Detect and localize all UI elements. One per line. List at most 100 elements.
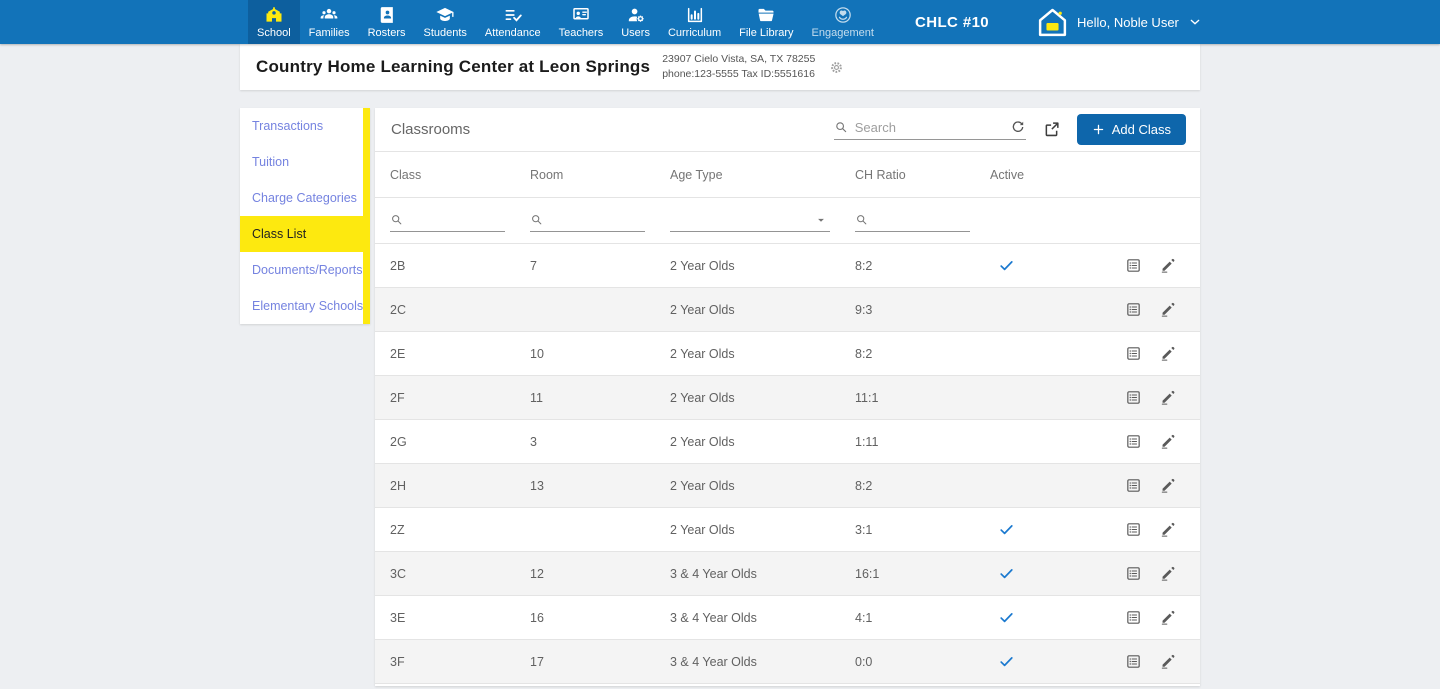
row-details-button[interactable] [1120,253,1146,279]
nav-item-families[interactable]: Families [300,0,359,44]
column-header-class[interactable]: Class [390,167,422,182]
cell-ch-ratio: 8:2 [855,478,873,493]
cell-class: 2G [390,434,407,449]
row-edit-button[interactable] [1154,561,1180,587]
column-header-age-type[interactable]: Age Type [670,167,723,182]
refresh-icon[interactable] [1010,119,1026,135]
sidebar-item-transactions[interactable]: Transactions [252,119,324,133]
column-header-active[interactable]: Active [990,167,1025,182]
row-edit-button[interactable] [1154,605,1180,631]
school-code-label: CHLC #10 [915,13,990,31]
row-edit-button[interactable] [1154,473,1180,499]
age-type-filter-dropdown[interactable] [670,210,830,232]
row-details-button[interactable] [1120,385,1146,411]
cell-active [990,653,1120,670]
search-icon [834,120,848,134]
active-check-icon [998,257,1015,274]
cell-age-type: 3 & 4 Year Olds [670,566,757,581]
cell-age-type: 2 Year Olds [670,258,735,273]
row-edit-button[interactable] [1154,649,1180,675]
add-class-button[interactable]: Add Class [1076,114,1186,145]
cell-ch-ratio: 11:1 [855,390,879,405]
row-edit-button[interactable] [1154,297,1180,323]
table-row: 3C 12 3 & 4 Year Olds 16:1 [375,552,1200,596]
cell-ch-ratio: 3:1 [855,522,873,537]
edit-pencil-icon [1159,653,1176,670]
search-box [833,119,1026,140]
rosters-icon [377,5,397,25]
caret-down-icon [814,213,828,227]
school-settings-gear-icon[interactable] [829,60,844,75]
search-input[interactable] [854,119,1003,135]
ch-ratio-filter-input[interactable] [873,212,970,226]
nav-item-school[interactable]: School [248,0,300,44]
school-name: Country Home Learning Center at Leon Spr… [256,57,651,76]
row-details-button[interactable] [1120,341,1146,367]
cell-active [990,565,1120,582]
nav-item-rosters[interactable]: Rosters [359,0,415,44]
ch-ratio-filter [855,210,970,232]
sidebar-item-tuition[interactable]: Tuition [252,155,290,169]
row-edit-button[interactable] [1154,517,1180,543]
sidebar-item-elementary-schools[interactable]: Elementary Schools [252,299,364,313]
row-edit-button[interactable] [1154,253,1180,279]
teachers-icon [571,5,591,25]
cell-age-type: 2 Year Olds [670,522,735,537]
cell-active [990,345,1120,362]
nav-item-engagement[interactable]: Engagement [803,0,883,44]
nav-item-attendance[interactable]: Attendance [476,0,550,44]
column-header-room[interactable]: Room [530,167,564,182]
user-greeting: Hello, Noble User [1077,14,1179,30]
row-details-button[interactable] [1120,297,1146,323]
row-edit-button[interactable] [1154,385,1180,411]
row-details-button[interactable] [1120,561,1146,587]
edit-pencil-icon [1159,257,1176,274]
cell-room: 17 [530,654,544,669]
cell-active [990,477,1120,494]
cell-class: 2F [390,390,405,405]
search-icon [530,213,543,226]
row-details-button[interactable] [1120,517,1146,543]
nav-item-students[interactable]: Students [415,0,476,44]
cell-ch-ratio: 9:3 [855,302,873,317]
row-details-button[interactable] [1120,429,1146,455]
nav-item-teachers[interactable]: Teachers [550,0,613,44]
column-header-ch-ratio[interactable]: CH Ratio [855,167,906,182]
sidebar-item-documents-reports[interactable]: Documents/Reports [252,263,363,277]
room-filter [530,210,645,232]
row-details-button[interactable] [1120,605,1146,631]
class-filter-input[interactable] [408,212,505,226]
sidebar-item-class-list[interactable]: Class List [240,216,363,252]
table-row: 2Z 2 Year Olds 3:1 [375,508,1200,552]
table-row: 2F 11 2 Year Olds 11:1 [375,376,1200,420]
row-details-button[interactable] [1120,473,1146,499]
edit-pencil-icon [1159,389,1176,406]
room-filter-input[interactable] [548,212,645,226]
nav-item-file-library[interactable]: File Library [730,0,802,44]
families-icon [319,5,339,25]
sidebar-item-charge-categories[interactable]: Charge Categories [252,191,357,205]
row-details-button[interactable] [1120,649,1146,675]
filter-row [375,198,1200,244]
row-edit-button[interactable] [1154,429,1180,455]
nav-item-users[interactable]: Users [612,0,659,44]
house-logo-avatar [1036,6,1069,39]
plus-icon [1092,123,1105,136]
table-row: 2C 2 Year Olds 9:3 [375,288,1200,332]
search-icon [390,213,403,226]
row-edit-button[interactable] [1154,341,1180,367]
list-alt-icon [1125,565,1142,582]
cell-active [990,433,1120,450]
list-alt-icon [1125,653,1142,670]
cell-class: 3F [390,654,405,669]
user-menu[interactable]: Hello, Noble User [1036,0,1203,44]
table-row: 2E 10 2 Year Olds 8:2 [375,332,1200,376]
export-icon[interactable] [1042,120,1061,139]
cell-ch-ratio: 4:1 [855,610,873,625]
cell-age-type: 2 Year Olds [670,434,735,449]
sidebar: Transactions Tuition Charge Categories C… [240,108,370,324]
cell-class: 2H [390,478,406,493]
top-navigation-bar: School Families Rosters Students Attenda… [0,0,1440,44]
school-header: Country Home Learning Center at Leon Spr… [240,44,1200,90]
nav-item-curriculum[interactable]: Curriculum [659,0,730,44]
